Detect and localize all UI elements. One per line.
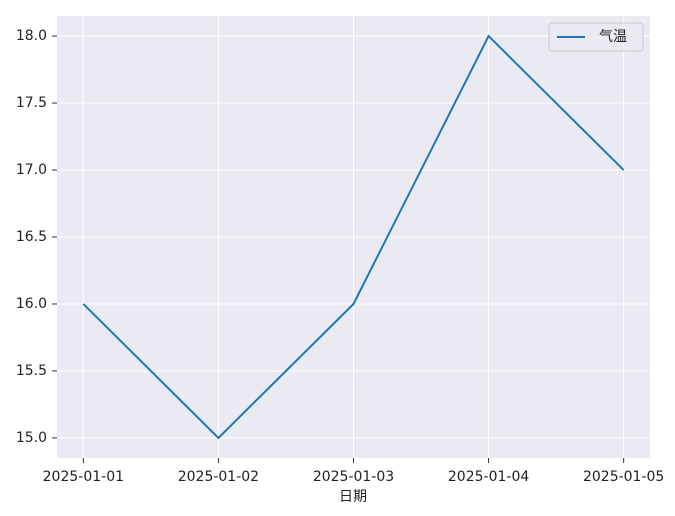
y-tick-label: 16.0 [16,296,47,312]
legend-box [548,22,644,52]
x-tick-label: 2025-01-03 [313,469,394,485]
line [82,34,625,440]
x-tick-label: 2025-01-05 [583,469,664,485]
y-tick-label: 18.0 [16,28,47,44]
y-tick-label: 15.0 [16,430,47,446]
x-tick-label: 2025-01-02 [178,469,259,485]
y-tick-label: 15.5 [16,363,47,379]
legend-label: 气温 [599,29,627,45]
y-tick-label: 16.5 [16,229,47,245]
x-axis-label: 日期 [339,489,367,505]
y-tick-label: 17.5 [16,95,47,111]
y-tick-label: 17.0 [16,162,47,178]
x-tick-label: 2025-01-04 [448,469,529,485]
x-tick-label: 2025-01-01 [43,469,124,485]
